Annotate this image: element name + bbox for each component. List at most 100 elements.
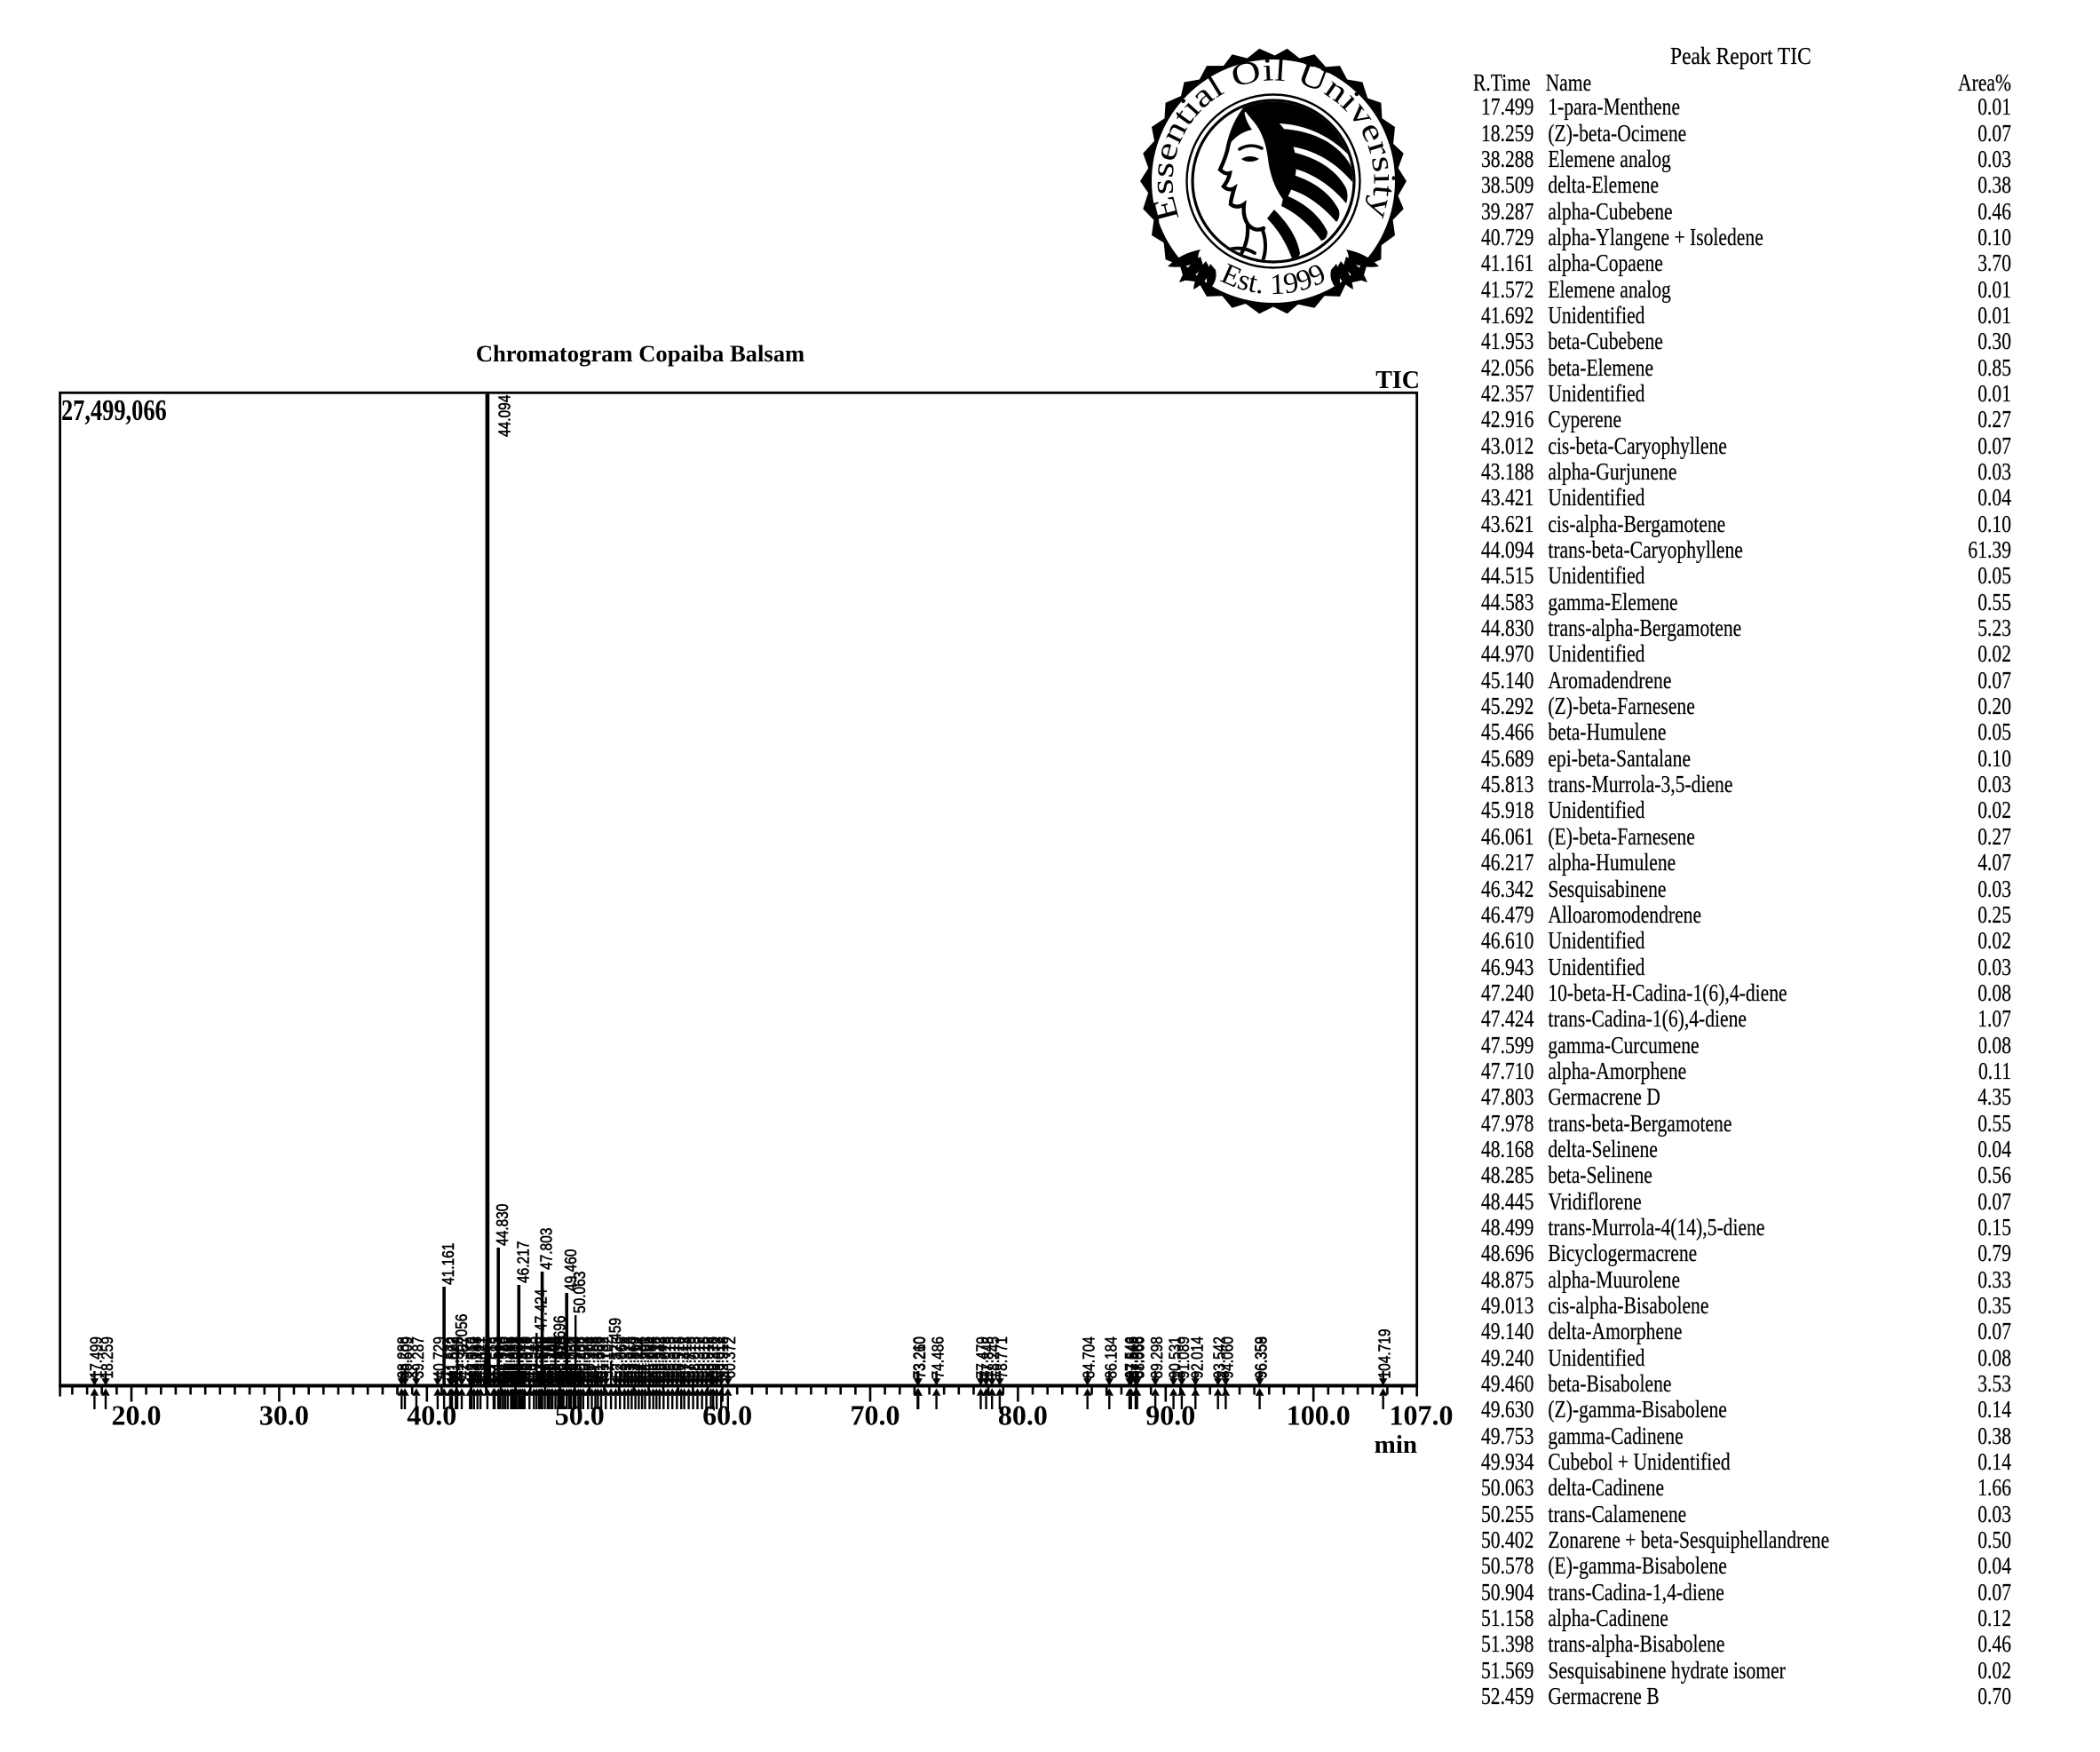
svg-text:52.459: 52.459 bbox=[606, 1318, 624, 1360]
svg-text:59.612: 59.612 bbox=[709, 1336, 727, 1378]
svg-text:47.710: 47.710 bbox=[534, 1336, 551, 1378]
svg-text:45.918: 45.918 bbox=[507, 1336, 525, 1378]
svg-text:43.621: 43.621 bbox=[473, 1336, 491, 1378]
svg-text:51.569: 51.569 bbox=[590, 1336, 608, 1378]
svg-text:48.168: 48.168 bbox=[541, 1336, 559, 1378]
svg-text:92.014: 92.014 bbox=[1188, 1336, 1206, 1378]
svg-text:55.748: 55.748 bbox=[653, 1336, 670, 1378]
svg-text:54.561: 54.561 bbox=[635, 1336, 653, 1378]
svg-text:55.532: 55.532 bbox=[649, 1336, 667, 1378]
svg-text:17.499: 17.499 bbox=[87, 1336, 105, 1378]
svg-text:80.0: 80.0 bbox=[998, 1399, 1048, 1431]
svg-text:53.374: 53.374 bbox=[617, 1336, 635, 1378]
svg-text:91.089: 91.089 bbox=[1175, 1336, 1193, 1378]
svg-text:42.916: 42.916 bbox=[463, 1336, 480, 1378]
svg-text:48.696: 48.696 bbox=[551, 1316, 568, 1358]
svg-text:52.102: 52.102 bbox=[598, 1336, 616, 1378]
svg-text:46.610: 46.610 bbox=[518, 1336, 535, 1378]
svg-text:45.813: 45.813 bbox=[505, 1336, 523, 1378]
svg-text:46.479: 46.479 bbox=[515, 1336, 533, 1378]
svg-text:40.729: 40.729 bbox=[431, 1336, 448, 1378]
svg-text:58.912: 58.912 bbox=[699, 1336, 717, 1378]
svg-text:88.066: 88.066 bbox=[1129, 1336, 1147, 1378]
svg-text:42.357: 42.357 bbox=[455, 1336, 472, 1378]
svg-text:50.578: 50.578 bbox=[576, 1336, 594, 1378]
svg-text:47.803: 47.803 bbox=[537, 1228, 555, 1270]
svg-text:45.292: 45.292 bbox=[498, 1336, 516, 1378]
svg-text:46.061: 46.061 bbox=[510, 1336, 527, 1378]
svg-text:53.618: 53.618 bbox=[621, 1336, 638, 1378]
svg-text:49.240: 49.240 bbox=[556, 1336, 574, 1378]
svg-text:57.212: 57.212 bbox=[674, 1336, 692, 1378]
svg-text:47.240: 47.240 bbox=[527, 1336, 544, 1378]
svg-text:44.515: 44.515 bbox=[487, 1336, 504, 1378]
svg-text:90.0: 90.0 bbox=[1145, 1399, 1195, 1431]
svg-text:54.766: 54.766 bbox=[638, 1336, 655, 1378]
svg-text:50.063: 50.063 bbox=[571, 1272, 589, 1313]
svg-text:58.618: 58.618 bbox=[694, 1336, 712, 1378]
svg-text:52.776: 52.776 bbox=[608, 1336, 626, 1378]
svg-text:93.542: 93.542 bbox=[1211, 1336, 1229, 1378]
svg-text:45.689: 45.689 bbox=[503, 1336, 521, 1378]
svg-text:57.716: 57.716 bbox=[681, 1336, 699, 1378]
svg-text:TIC: TIC bbox=[1375, 367, 1420, 394]
svg-text:58.018: 58.018 bbox=[685, 1336, 703, 1378]
svg-text:49.934: 49.934 bbox=[567, 1336, 584, 1378]
svg-text:50.255: 50.255 bbox=[571, 1336, 589, 1378]
svg-text:Chromatogram Copaiba Balsam: Chromatogram Copaiba Balsam bbox=[476, 340, 804, 367]
svg-text:56.318: 56.318 bbox=[661, 1336, 678, 1378]
svg-text:44.583: 44.583 bbox=[487, 1336, 505, 1378]
svg-text:43.012: 43.012 bbox=[464, 1336, 482, 1378]
svg-text:100.0: 100.0 bbox=[1287, 1399, 1351, 1431]
svg-text:49.460: 49.460 bbox=[562, 1249, 580, 1291]
svg-text:73.210: 73.210 bbox=[910, 1336, 928, 1378]
svg-text:104.719: 104.719 bbox=[1376, 1329, 1394, 1379]
svg-text:18.259: 18.259 bbox=[99, 1336, 116, 1378]
svg-text:50.402: 50.402 bbox=[574, 1336, 591, 1378]
svg-text:90.531: 90.531 bbox=[1166, 1336, 1184, 1378]
svg-text:20.0: 20.0 bbox=[112, 1399, 162, 1431]
svg-text:54.112: 54.112 bbox=[628, 1337, 646, 1378]
svg-text:44.830: 44.830 bbox=[494, 1204, 511, 1246]
svg-text:51.398: 51.398 bbox=[588, 1336, 606, 1378]
svg-text:45.466: 45.466 bbox=[501, 1336, 519, 1378]
svg-text:41.161: 41.161 bbox=[440, 1243, 457, 1285]
svg-text:56.018: 56.018 bbox=[656, 1336, 674, 1378]
svg-text:45.140: 45.140 bbox=[495, 1336, 513, 1378]
svg-text:77.479: 77.479 bbox=[973, 1336, 991, 1378]
svg-text:41.692: 41.692 bbox=[445, 1336, 463, 1378]
svg-text:39.287: 39.287 bbox=[409, 1336, 427, 1378]
svg-text:27,499,066: 27,499,066 bbox=[61, 393, 167, 427]
svg-text:48.875: 48.875 bbox=[551, 1336, 568, 1378]
svg-text:46.342: 46.342 bbox=[513, 1336, 531, 1378]
svg-text:59.218: 59.218 bbox=[703, 1336, 721, 1378]
svg-text:49.753: 49.753 bbox=[564, 1336, 582, 1378]
svg-text:86.184: 86.184 bbox=[1102, 1336, 1120, 1378]
svg-text:44.970: 44.970 bbox=[493, 1336, 511, 1378]
svg-text:78.245: 78.245 bbox=[985, 1336, 1002, 1378]
svg-text:44.094: 44.094 bbox=[495, 395, 513, 437]
svg-text:87.966: 87.966 bbox=[1129, 1336, 1146, 1378]
svg-text:96.358: 96.358 bbox=[1252, 1336, 1270, 1378]
svg-text:50.904: 50.904 bbox=[581, 1336, 598, 1378]
svg-text:59.372: 59.372 bbox=[706, 1336, 724, 1378]
svg-text:49.013: 49.013 bbox=[553, 1336, 571, 1378]
svg-text:56.612: 56.612 bbox=[665, 1336, 683, 1378]
svg-text:47.599: 47.599 bbox=[532, 1336, 550, 1378]
svg-text:30.0: 30.0 bbox=[259, 1399, 309, 1431]
svg-text:42.056: 42.056 bbox=[453, 1314, 471, 1356]
svg-text:51.158: 51.158 bbox=[584, 1336, 602, 1378]
svg-text:56.918: 56.918 bbox=[670, 1336, 687, 1378]
svg-text:43.421: 43.421 bbox=[471, 1336, 488, 1378]
svg-text:77.848: 77.848 bbox=[979, 1336, 996, 1378]
svg-text:78.771: 78.771 bbox=[993, 1336, 1010, 1378]
svg-text:49.140: 49.140 bbox=[555, 1336, 573, 1378]
svg-text:43.188: 43.188 bbox=[467, 1336, 485, 1378]
svg-text:47.424: 47.424 bbox=[532, 1289, 550, 1331]
svg-text:96.359: 96.359 bbox=[1252, 1336, 1270, 1378]
svg-text:107.0: 107.0 bbox=[1390, 1399, 1454, 1431]
svg-text:94.060: 94.060 bbox=[1218, 1336, 1236, 1378]
svg-text:58.312: 58.312 bbox=[690, 1336, 708, 1378]
svg-text:48.499: 48.499 bbox=[545, 1336, 563, 1378]
svg-text:87.546: 87.546 bbox=[1122, 1336, 1140, 1378]
